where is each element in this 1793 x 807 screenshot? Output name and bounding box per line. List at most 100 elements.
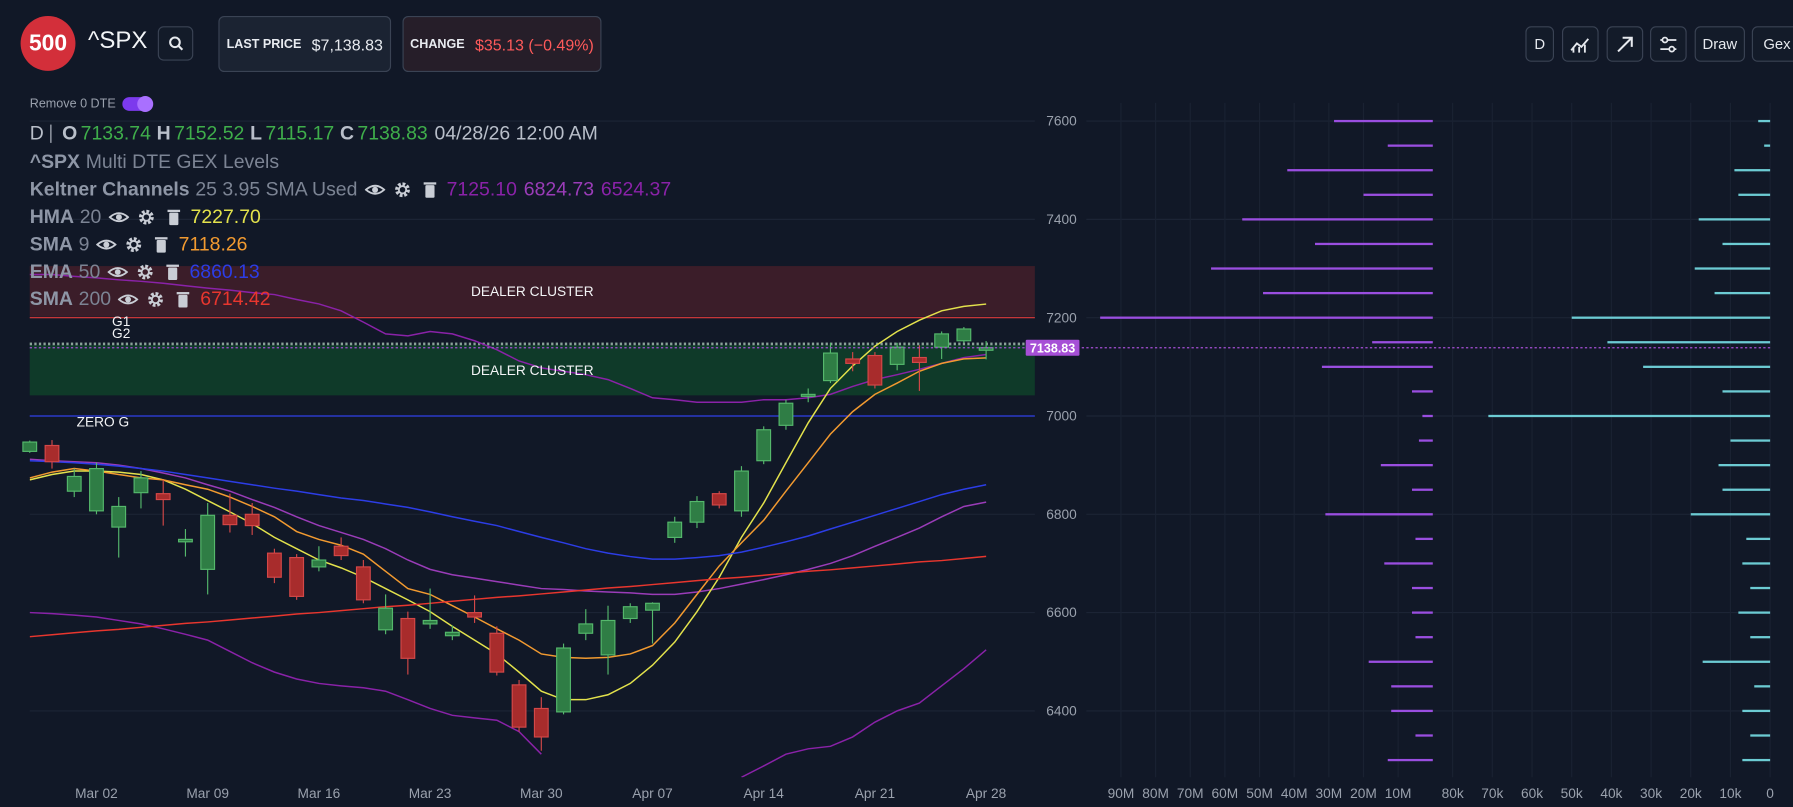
draw-button[interactable]: Draw <box>1694 26 1745 62</box>
study-name: Multi DTE GEX Levels <box>85 150 280 173</box>
indicator-value: 6524.37 <box>600 178 672 201</box>
gex-bar <box>1754 685 1771 688</box>
gex-bar <box>1412 390 1433 393</box>
gex-bar <box>1722 242 1771 246</box>
gear-icon[interactable] <box>136 208 157 226</box>
search-button[interactable] <box>157 26 194 61</box>
gex-bar <box>1287 169 1433 172</box>
study-symbol: ^SPX <box>29 150 80 173</box>
change-box: CHANGE $35.13 (−0.49%) <box>402 16 602 73</box>
symbol: ^SPX <box>88 27 148 54</box>
candle-body <box>333 545 349 557</box>
gex-bar <box>1412 611 1433 614</box>
eye-icon[interactable] <box>107 263 128 281</box>
eye-glyph <box>117 294 139 305</box>
candle-body <box>734 470 749 512</box>
x-tick-label: 70M <box>1177 786 1204 801</box>
toggle-switch[interactable] <box>122 96 154 113</box>
trash-icon[interactable] <box>163 208 184 226</box>
candle-body <box>178 538 193 543</box>
gex-bar <box>1738 611 1771 614</box>
settings-button[interactable] <box>1650 26 1687 62</box>
gear-icon[interactable] <box>392 181 413 199</box>
indicator-params: 50 <box>78 260 101 283</box>
change: $35.13 (−0.49%) <box>474 34 594 54</box>
candle-body <box>622 606 638 620</box>
level-label: ZERO G <box>77 414 130 429</box>
trash-glyph <box>167 209 180 226</box>
candle-body <box>378 607 394 631</box>
indicator-name: HMA <box>29 205 75 228</box>
trash-icon[interactable] <box>173 290 194 308</box>
indicator-name: Keltner Channels <box>29 178 190 201</box>
candle-body <box>289 556 305 597</box>
eye-icon[interactable] <box>364 181 385 199</box>
trash-icon[interactable] <box>162 263 183 281</box>
indicator-value: 7118.26 <box>178 233 248 255</box>
gex-bar <box>1372 341 1433 344</box>
candle-body <box>800 393 816 397</box>
indicator-line <box>29 611 987 778</box>
last-price-label: LAST PRICE <box>226 37 302 51</box>
indicator-value: 6714.42 <box>200 288 271 310</box>
candle-body <box>556 647 571 713</box>
indicator-params: 25 3.95 SMA Used <box>195 178 358 201</box>
trend-button[interactable] <box>1606 26 1644 62</box>
gex-bar <box>1742 709 1771 713</box>
legend-row: Keltner Channels 25 3.95 SMA Used 7125.10 6… <box>30 176 678 203</box>
last-price: $7,138.83 <box>311 34 383 54</box>
gex-button[interactable]: Gex <box>1751 26 1793 62</box>
high-value: 7152.52 <box>174 122 245 145</box>
candle-body <box>111 505 127 528</box>
gear-icon[interactable] <box>145 290 166 308</box>
logo[interactable]: 500 <box>20 16 76 71</box>
gex-bar <box>1412 586 1433 590</box>
x-tick-label: 90M <box>1108 786 1135 801</box>
price-tag <box>1025 339 1080 356</box>
candle-body <box>489 632 505 673</box>
timeframe-button[interactable]: D <box>1525 26 1555 62</box>
high-key: H <box>156 122 171 145</box>
candle-body <box>155 493 171 501</box>
separator <box>50 124 52 143</box>
gex-bar <box>1387 144 1433 147</box>
eye-icon[interactable] <box>117 290 139 308</box>
gex-bar <box>1758 119 1771 123</box>
x-tick-label: Apr 14 <box>744 786 785 801</box>
dte-toggle[interactable]: Remove 0 DTE <box>30 96 154 113</box>
gex-panel: 80k 70k 60k 50k 40k 30k 20k 10k 0 <box>1442 119 1774 801</box>
legend-row: SMA 200 6714.42 <box>30 286 678 313</box>
candles <box>22 327 994 751</box>
gear-icon[interactable] <box>135 263 156 281</box>
zone-label: DEALER CLUSTER <box>471 363 594 378</box>
trash-icon[interactable] <box>419 181 440 199</box>
indicator-line <box>29 555 987 638</box>
gex-bar <box>1384 562 1433 565</box>
study-row: ^SPX Multi DTE GEX Levels <box>30 149 678 176</box>
eye-icon[interactable] <box>96 235 117 253</box>
candle-body <box>889 346 905 365</box>
search-icon <box>168 36 183 51</box>
eye-glyph <box>107 267 128 277</box>
x-tick-label: Apr 28 <box>966 786 1007 801</box>
indicators-button[interactable] <box>1562 26 1599 62</box>
eye-icon[interactable] <box>108 208 129 226</box>
x-tick-label: 80k <box>1442 786 1464 801</box>
gear-icon[interactable] <box>124 235 145 253</box>
x-tick-label: 20M <box>1350 786 1377 801</box>
gex-bar <box>1263 291 1433 295</box>
legend-date: 04/28/26 12:00 AM <box>434 122 598 145</box>
price-label: 7138.83 <box>1030 341 1075 355</box>
candle-body <box>44 444 60 463</box>
indicator-name: EMA <box>29 260 73 283</box>
indicator-value: 7125.10 <box>446 178 517 201</box>
candle-body <box>444 631 460 637</box>
candle-body <box>578 623 594 634</box>
gex-bar <box>1734 169 1771 172</box>
level-label: G2 <box>112 326 130 341</box>
labels: 6400 6600 6800 7000 7200 7400 7600 DEALER CLUST… <box>29 114 1771 801</box>
trash-icon[interactable] <box>151 235 172 253</box>
x-tick-label: Mar 23 <box>409 786 452 801</box>
last-price-box: LAST PRICE $7,138.83 <box>218 16 392 73</box>
candle-body <box>711 493 727 506</box>
